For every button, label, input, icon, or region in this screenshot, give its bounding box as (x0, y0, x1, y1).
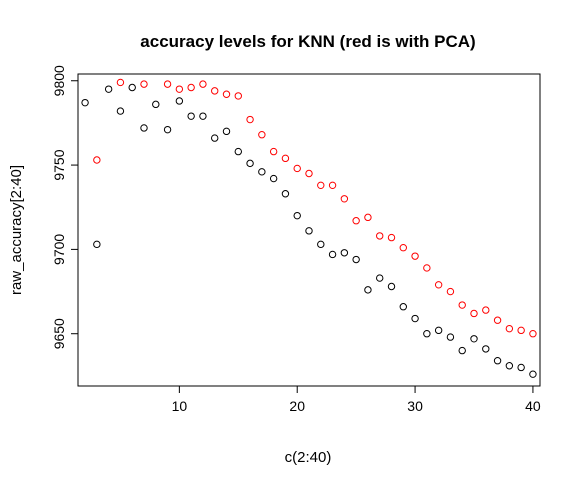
data-point (317, 240, 325, 249)
data-point (246, 159, 254, 168)
data-point (399, 244, 407, 252)
y-axis-label: raw_accuracy[2:40] (8, 165, 25, 295)
data-point (140, 124, 148, 132)
data-point (269, 147, 278, 156)
y-tick-label: 9750 (51, 149, 67, 180)
data-point (93, 240, 101, 249)
data-points (81, 78, 537, 378)
data-point (376, 274, 384, 282)
data-point (340, 195, 349, 203)
data-point (246, 115, 254, 124)
data-point (529, 330, 537, 338)
data-point (364, 213, 372, 222)
data-point (505, 362, 514, 370)
data-point (470, 309, 478, 318)
y-tick-label: 9800 (51, 65, 67, 96)
data-point (482, 306, 490, 314)
data-point (446, 287, 455, 296)
data-point (423, 264, 431, 272)
data-point (234, 92, 242, 100)
data-point (222, 127, 231, 136)
x-tick-label: 10 (172, 398, 188, 414)
data-point (387, 282, 396, 291)
data-point (199, 112, 207, 120)
data-point (163, 80, 172, 88)
series-1 (93, 78, 537, 338)
data-point (411, 252, 419, 260)
x-axis-label: c(2:40) (285, 449, 332, 466)
data-point (187, 112, 195, 120)
data-point (140, 80, 148, 88)
data-point (376, 232, 384, 240)
data-point (258, 168, 266, 176)
data-point (529, 370, 537, 378)
data-point (211, 134, 219, 142)
y-axis: 9650 9700 9750 9800 (51, 65, 79, 349)
data-point (364, 286, 372, 294)
data-point (293, 211, 301, 220)
data-point (434, 281, 443, 289)
data-point (434, 326, 443, 335)
y-tick-label: 9650 (51, 318, 67, 349)
x-tick-label: 30 (407, 398, 423, 414)
data-point (517, 363, 525, 372)
data-point (328, 250, 337, 259)
data-point (340, 249, 349, 257)
series-0 (81, 83, 537, 378)
data-point (152, 100, 160, 109)
data-point (352, 217, 360, 225)
data-point (175, 97, 184, 105)
data-point (128, 83, 136, 92)
data-point (328, 181, 337, 190)
data-point (423, 330, 431, 338)
data-point (281, 154, 290, 163)
data-point (211, 87, 219, 95)
data-point (116, 78, 125, 87)
data-point (352, 255, 360, 264)
data-point (470, 335, 478, 343)
data-point (517, 326, 525, 335)
data-point (411, 314, 419, 323)
data-point (93, 156, 101, 164)
data-point (175, 85, 184, 93)
data-point (458, 346, 466, 355)
data-point (269, 174, 278, 183)
data-point (493, 316, 502, 324)
x-tick-label: 20 (289, 398, 305, 414)
data-point (305, 227, 313, 235)
x-axis: 10 20 30 40 (172, 385, 541, 414)
data-point (258, 131, 266, 139)
data-point (317, 181, 325, 190)
data-point (187, 83, 195, 92)
data-point (104, 85, 113, 93)
data-point (482, 345, 490, 353)
data-point (446, 333, 455, 341)
data-point (387, 233, 396, 242)
data-point (234, 147, 242, 156)
data-point (163, 125, 172, 134)
chart-title: accuracy levels for KNN (red is with PCA… (140, 32, 475, 51)
data-point (199, 80, 207, 88)
data-point (222, 90, 231, 98)
data-point (399, 303, 407, 311)
x-tick-label: 40 (525, 398, 541, 414)
data-point (493, 357, 502, 365)
data-point (305, 169, 313, 178)
y-tick-label: 9700 (51, 234, 67, 265)
data-point (458, 301, 466, 309)
data-point (293, 164, 301, 173)
data-point (81, 98, 89, 107)
data-point (505, 324, 514, 333)
data-point (116, 107, 125, 115)
data-point (281, 190, 290, 198)
